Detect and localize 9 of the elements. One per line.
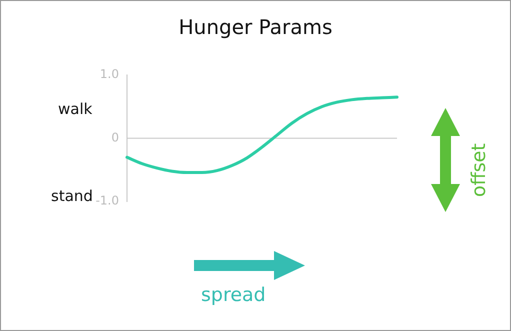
line-series	[126, 96, 398, 174]
text: offset	[468, 143, 490, 197]
chart-title: Hunger Params	[178, 15, 334, 39]
text: spread	[201, 284, 266, 306]
y-tick-label: -1.0	[96, 194, 119, 208]
text: stand	[51, 187, 93, 205]
text: walk	[58, 100, 92, 118]
y-tick-label: 0	[111, 130, 119, 144]
y-tick-label: 1.0	[100, 67, 119, 82]
